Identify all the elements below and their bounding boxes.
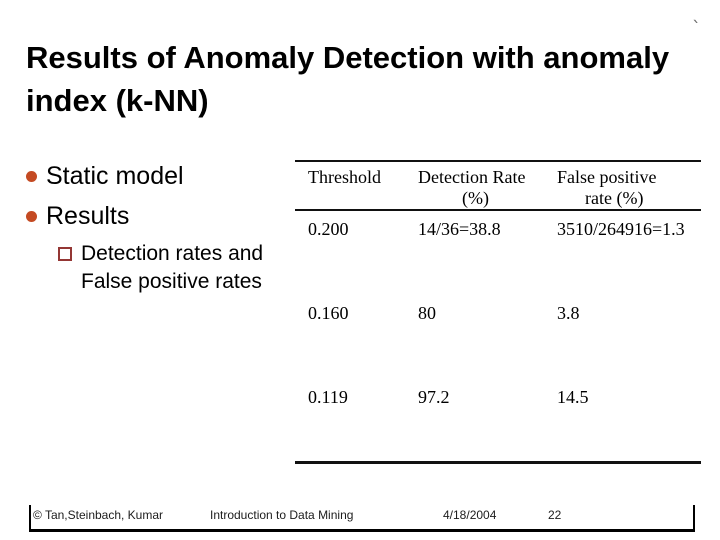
bullet-static-model: Static model <box>26 161 184 192</box>
cell-threshold: 0.200 <box>308 219 349 239</box>
table-rule-header-separator <box>295 209 701 211</box>
sub-bullet-label: Detection rates and False positive rates <box>81 242 264 293</box>
column-header-detection-rate: Detection Rate (%) <box>418 167 526 208</box>
cell-false-positive-rate: 3510/264916=1.3 <box>557 219 685 239</box>
footer-border <box>29 505 695 532</box>
cell-threshold: 0.160 <box>308 303 349 323</box>
table-row: 0.200 14/36=38.8 3510/264916=1.3 <box>295 219 701 240</box>
column-header-threshold: Threshold <box>308 167 381 187</box>
table-header-row: Threshold Detection Rate (%) False posit… <box>295 167 701 209</box>
cell-detection-rate: 14/36=38.8 <box>418 219 501 239</box>
column-header-false-positive-rate: False positive rate (%) <box>557 167 657 208</box>
bullet-dot-icon <box>26 211 37 222</box>
sub-bullet-detection-rates: Detection rates and False positive rates <box>58 240 293 296</box>
cell-threshold: 0.119 <box>308 387 348 407</box>
bullet-dot-icon <box>26 171 37 182</box>
slide-title: Results of Anomaly Detection with anomal… <box>26 40 670 118</box>
square-bullet-icon <box>58 247 72 261</box>
bullet-label: Static model <box>46 162 184 190</box>
table-rule-bottom <box>295 461 701 464</box>
cell-false-positive-rate: 3.8 <box>557 303 580 323</box>
table-rule-top <box>295 160 701 162</box>
footer-date: 4/18/2004 <box>443 508 497 522</box>
footer-copyright: © Tan,Steinbach, Kumar <box>33 508 164 522</box>
cell-detection-rate: 97.2 <box>418 387 450 407</box>
bullet-label: Results <box>46 202 130 230</box>
cell-detection-rate: 80 <box>418 303 436 323</box>
cell-false-positive-rate: 14.5 <box>557 387 589 407</box>
corner-tick-mark: ` <box>692 18 701 39</box>
bullet-results: Results <box>26 201 129 232</box>
footer-page-number: 22 <box>548 508 562 522</box>
footer-course-title: Introduction to Data Mining <box>210 508 354 522</box>
table-row: 0.119 97.2 14.5 <box>295 387 701 408</box>
table-row: 0.160 80 3.8 <box>295 303 701 324</box>
results-table: Threshold Detection Rate (%) False posit… <box>295 160 701 466</box>
